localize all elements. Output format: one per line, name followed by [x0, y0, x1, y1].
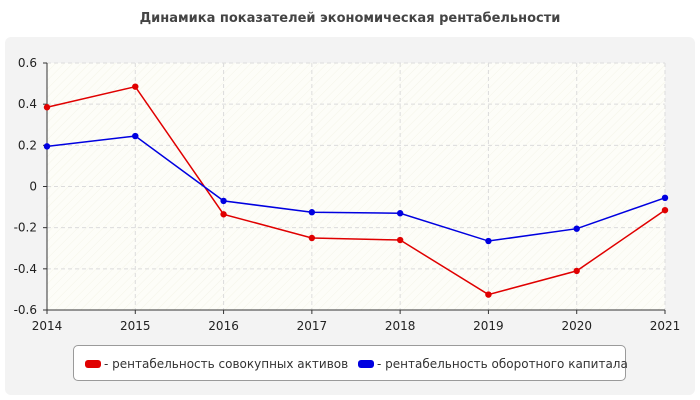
x-tick-label: 2015 [120, 319, 151, 333]
y-tick-label: 0.2 [18, 138, 37, 152]
series-0-point [43, 104, 51, 111]
series-1-point [220, 197, 227, 205]
chart-title: Динамика показателей экономическая рента… [139, 11, 561, 26]
legend-swatch-blue [358, 360, 374, 368]
legend-item-working-capital[interactable]: - рентабельность оборотного капитала [358, 355, 628, 373]
legend-label-working-capital: - рентабельность оборотного капитала [377, 357, 628, 371]
series-1-point [132, 132, 139, 140]
series-line-1 [46, 135, 666, 242]
x-tick-label: 2017 [297, 319, 328, 333]
x-tick-label: 2016 [208, 319, 239, 333]
legend: - рентабельность совокупных активов - ре… [73, 345, 628, 381]
y-tick-label: -0.2 [14, 221, 37, 235]
x-tick-label: 2019 [473, 319, 504, 333]
series-1-point [485, 237, 492, 245]
series-1-point [308, 209, 316, 216]
y-tick-label: -0.6 [14, 303, 37, 317]
x-tick-label: 2014 [32, 319, 63, 333]
series-0-point [396, 236, 404, 244]
series-group [43, 83, 669, 298]
series-0-point [220, 211, 227, 218]
y-tick-label: -0.4 [14, 262, 37, 276]
x-tick-labels: 2014 2015 2016 2017 2018 2019 2020 2021 [32, 319, 681, 333]
legend-swatch-red [85, 360, 101, 368]
series-0-point [573, 267, 580, 275]
x-tick-label: 2018 [385, 319, 416, 333]
series-1-point [573, 225, 580, 232]
x-tick-label: 2020 [561, 319, 592, 333]
series-0-point [661, 206, 669, 214]
series-1-point [661, 194, 669, 202]
series-0-point [308, 234, 316, 242]
legend-label-assets: - рентабельность совокупных активов [104, 357, 349, 371]
x-tick-label: 2021 [650, 319, 681, 333]
series-1-point [43, 143, 51, 150]
y-tick-labels: 0.6 0.4 0.2 0 -0.2 -0.4 -0.6 [14, 56, 37, 317]
y-tick-label: 0.4 [18, 97, 37, 111]
series-1-point [396, 210, 404, 217]
y-tick-label: 0 [29, 180, 37, 194]
series-line-0 [46, 85, 666, 296]
series-0-point [132, 83, 139, 90]
y-tick-label: 0.6 [18, 56, 37, 70]
series-0-point [485, 291, 492, 298]
legend-item-assets[interactable]: - рентабельность совокупных активов [85, 355, 348, 373]
